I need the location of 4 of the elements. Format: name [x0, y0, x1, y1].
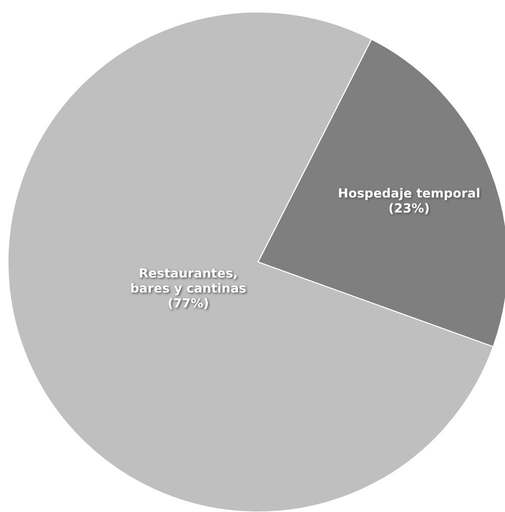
- data-label: (23%): [388, 201, 430, 216]
- slice-label: Hospedaje temporal: [338, 186, 480, 202]
- slice-label: Restaurantes, bares y cantinas: [130, 266, 246, 296]
- data-label: (77%): [168, 296, 209, 312]
